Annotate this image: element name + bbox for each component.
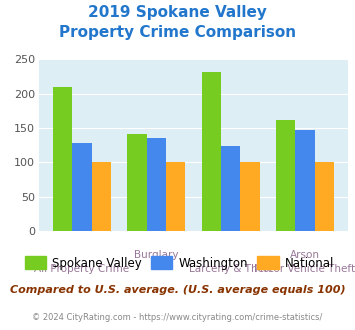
Bar (53, 87, 72, 231)
Bar (315, 162, 334, 231)
Text: © 2024 CityRating.com - https://www.cityrating.com/crime-statistics/: © 2024 CityRating.com - https://www.city… (32, 313, 323, 322)
Bar (92, 162, 111, 231)
Text: 2019 Spokane Valley: 2019 Spokane Valley (88, 5, 267, 20)
Bar (147, 138, 166, 231)
Bar (72, 143, 92, 231)
Bar (240, 162, 260, 231)
Bar (221, 146, 240, 231)
Text: All Property Crime: All Property Crime (34, 264, 130, 274)
Bar (202, 72, 221, 231)
Bar (127, 134, 147, 231)
Text: Burglary: Burglary (134, 250, 179, 260)
Text: Property Crime Comparison: Property Crime Comparison (59, 25, 296, 40)
Text: Arson: Arson (290, 250, 320, 260)
Text: Motor Vehicle Theft: Motor Vehicle Theft (254, 264, 355, 274)
Bar (166, 162, 185, 231)
Legend: Spokane Valley, Washington, National: Spokane Valley, Washington, National (20, 252, 339, 274)
Bar (276, 120, 295, 231)
Text: Compared to U.S. average. (U.S. average equals 100): Compared to U.S. average. (U.S. average … (10, 285, 345, 295)
Bar (295, 130, 315, 231)
Text: Larceny & Theft: Larceny & Theft (189, 264, 272, 274)
